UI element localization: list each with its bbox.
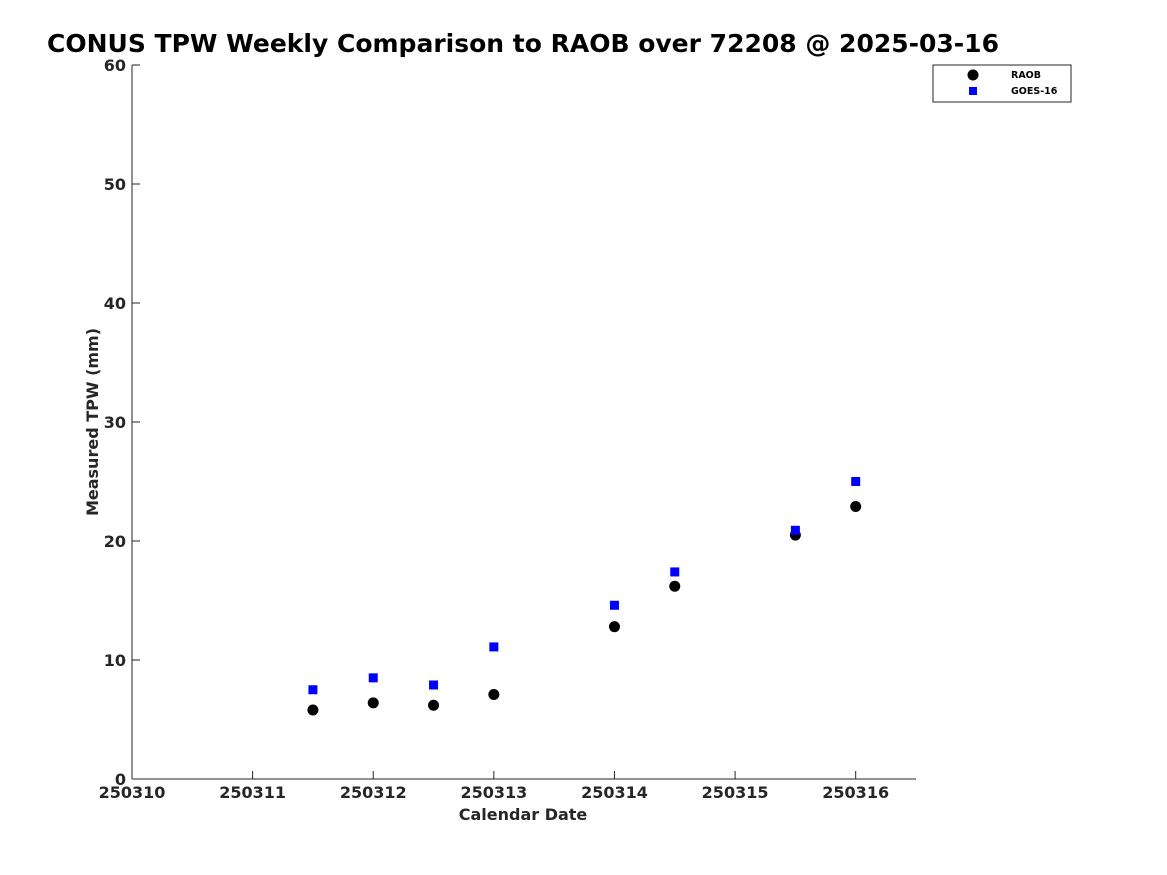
ticks: 250310 250311 250312 250313 250314 250315 2503… [99, 56, 889, 802]
data-point-goes16 [790, 525, 800, 535]
data-point-goes16 [429, 680, 439, 690]
y-tick-label: 0 [115, 770, 126, 789]
data-point-goes16 [851, 477, 861, 486]
x-tick-label: 250314 [581, 783, 648, 802]
data-point-goes16 [368, 673, 378, 683]
data-point-raob [850, 500, 862, 512]
legend-label-goes16: GOES-16 [1011, 86, 1058, 97]
data-points [307, 477, 862, 716]
y-tick-label: 60 [104, 56, 126, 75]
legend-marker-goes16 [969, 87, 977, 95]
legend-marker-raob [967, 69, 979, 81]
data-point-raob [608, 621, 620, 633]
y-tick-label: 10 [104, 651, 126, 670]
x-tick-label: 250310 [99, 783, 166, 802]
axes [131, 65, 916, 780]
data-point-raob [428, 699, 440, 711]
legend-box [932, 64, 1072, 103]
data-point-goes16 [489, 642, 499, 652]
x-tick-label: 250312 [340, 783, 407, 802]
x-tick-label: 250311 [219, 783, 286, 802]
chart-title: CONUS TPW Weekly Comparison to RAOB over… [47, 29, 999, 58]
legend-label-raob: RAOB [1011, 70, 1041, 81]
y-axis-label: Measured TPW (mm) [83, 328, 102, 516]
data-point-raob [367, 697, 379, 709]
data-point-goes16 [609, 600, 619, 610]
data-point-raob [307, 704, 319, 716]
x-tick-label: 250316 [822, 783, 889, 802]
data-point-raob [669, 580, 681, 592]
y-tick-label: 40 [104, 294, 126, 313]
data-point-goes16 [308, 685, 318, 695]
y-tick-label: 30 [104, 413, 126, 432]
legend: RAOB GOES-16 [932, 64, 1072, 103]
x-axis-label: Calendar Date [459, 805, 588, 824]
y-tick-label: 20 [104, 532, 126, 551]
data-point-raob [488, 689, 500, 701]
x-tick-label: 250313 [460, 783, 527, 802]
data-point-goes16 [670, 567, 680, 577]
y-tick-label: 50 [104, 175, 126, 194]
x-tick-label: 250315 [702, 783, 769, 802]
